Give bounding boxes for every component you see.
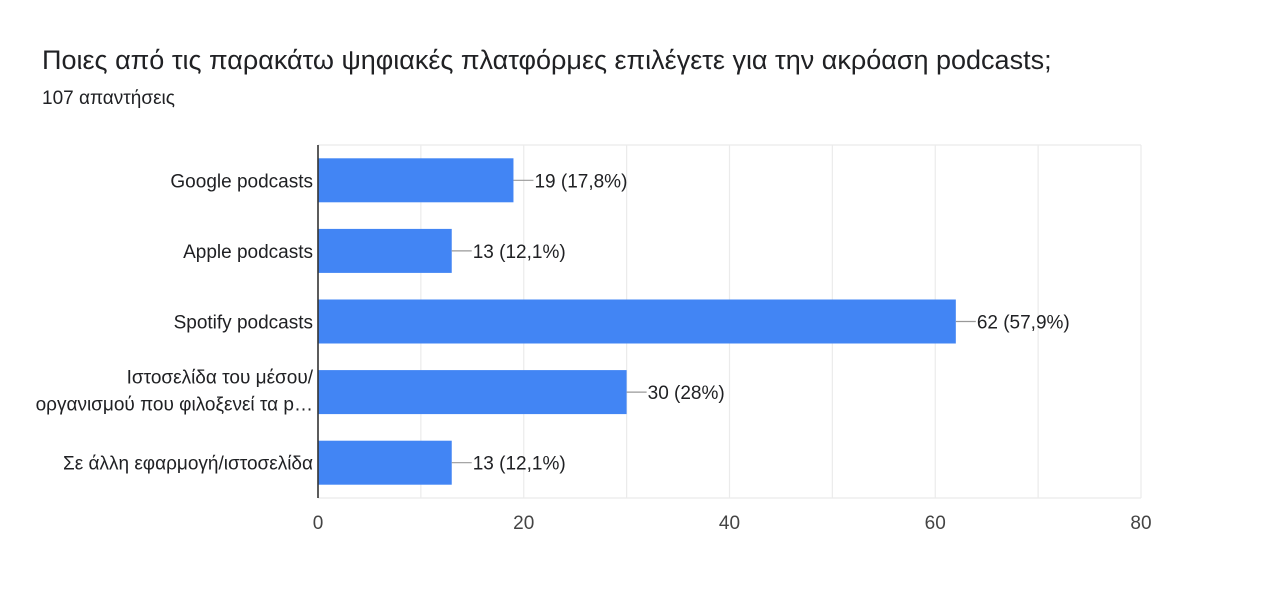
question-title: Ποιες από τις παρακάτω ψηφιακές πλατφόρμ…	[42, 45, 1052, 75]
category-label: Apple podcasts	[183, 242, 313, 263]
question-header: Ποιες από τις παρακάτω ψηφιακές πλατφόρμ…	[42, 40, 1248, 112]
data-label: 62 (57,9%)	[977, 313, 1070, 334]
bar	[318, 228, 452, 273]
bar	[318, 440, 452, 485]
category-label: οργανισμού που φιλοξενεί τα p…	[36, 395, 313, 416]
category-label: Google podcasts	[170, 171, 313, 192]
category-label: Ιστοσελίδα του μέσου/	[127, 368, 314, 389]
category-label: Σε άλλη εφαρμογή/ιστοσελίδα	[63, 454, 313, 475]
data-label: 30 (28%)	[648, 383, 725, 404]
bar	[318, 299, 956, 344]
bar	[318, 158, 514, 203]
response-count: 107 απαντήσεις	[42, 88, 175, 109]
x-tick-label: 40	[719, 513, 740, 534]
x-tick-label: 20	[513, 513, 534, 534]
data-label: 13 (12,1%)	[473, 242, 566, 263]
bar	[318, 370, 627, 415]
x-tick-label: 0	[313, 513, 324, 534]
x-tick-label: 60	[925, 513, 946, 534]
data-label: 13 (12,1%)	[473, 454, 566, 475]
x-tick-label: 80	[1130, 513, 1151, 534]
data-label: 19 (17,8%)	[534, 171, 627, 192]
category-label: Spotify podcasts	[174, 313, 313, 334]
